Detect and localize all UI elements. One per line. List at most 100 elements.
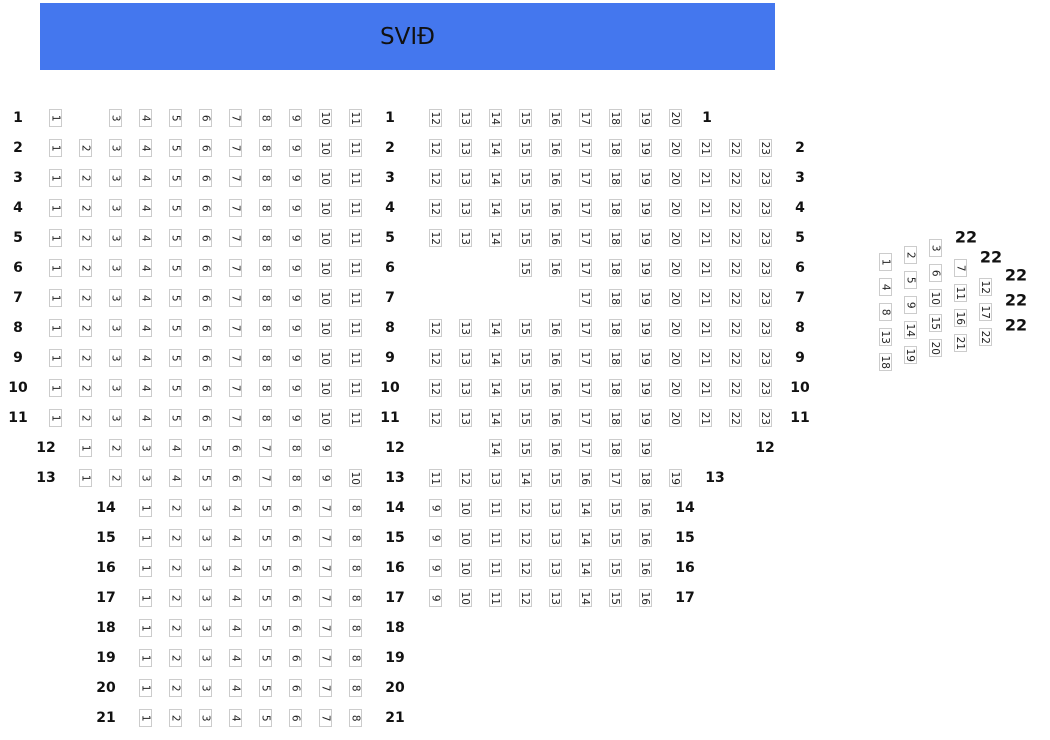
- seat[interactable]: 14: [578, 589, 592, 607]
- seat[interactable]: 7: [258, 439, 272, 457]
- seat[interactable]: 19: [903, 346, 917, 364]
- seat[interactable]: 7: [318, 709, 332, 727]
- seat[interactable]: 10: [318, 379, 332, 397]
- seat[interactable]: 12: [978, 278, 992, 296]
- seat[interactable]: 16: [548, 319, 562, 337]
- seat[interactable]: 15: [608, 499, 622, 517]
- seat[interactable]: 2: [78, 199, 92, 217]
- seat[interactable]: 17: [578, 409, 592, 427]
- seat[interactable]: 8: [348, 679, 362, 697]
- seat[interactable]: 2: [168, 589, 182, 607]
- seat[interactable]: 18: [608, 259, 622, 277]
- seat[interactable]: 13: [488, 469, 502, 487]
- seat[interactable]: 10: [318, 169, 332, 187]
- seat[interactable]: 4: [228, 589, 242, 607]
- seat[interactable]: 20: [668, 229, 682, 247]
- seat[interactable]: 15: [608, 589, 622, 607]
- seat[interactable]: 5: [168, 109, 182, 127]
- seat[interactable]: 14: [488, 169, 502, 187]
- seat[interactable]: 18: [608, 349, 622, 367]
- seat[interactable]: 11: [953, 284, 967, 302]
- seat[interactable]: 22: [728, 409, 742, 427]
- seat[interactable]: 3: [198, 679, 212, 697]
- seat[interactable]: 9: [288, 379, 302, 397]
- seat[interactable]: 14: [903, 321, 917, 339]
- seat[interactable]: 13: [878, 328, 892, 346]
- seat[interactable]: 11: [348, 229, 362, 247]
- seat[interactable]: 17: [578, 319, 592, 337]
- seat[interactable]: 22: [728, 259, 742, 277]
- seat[interactable]: 4: [138, 349, 152, 367]
- seat[interactable]: 18: [608, 379, 622, 397]
- seat[interactable]: 5: [168, 319, 182, 337]
- seat[interactable]: 6: [198, 379, 212, 397]
- seat[interactable]: 2: [78, 379, 92, 397]
- seat[interactable]: 9: [288, 349, 302, 367]
- seat[interactable]: 17: [578, 289, 592, 307]
- seat[interactable]: 5: [168, 349, 182, 367]
- seat[interactable]: 6: [288, 559, 302, 577]
- seat[interactable]: 14: [488, 379, 502, 397]
- seat[interactable]: 3: [138, 469, 152, 487]
- seat[interactable]: 18: [608, 319, 622, 337]
- seat[interactable]: 21: [698, 169, 712, 187]
- seat[interactable]: 19: [638, 319, 652, 337]
- seat[interactable]: 16: [638, 559, 652, 577]
- seat[interactable]: 4: [138, 199, 152, 217]
- seat[interactable]: 11: [348, 169, 362, 187]
- seat[interactable]: 14: [488, 349, 502, 367]
- seat[interactable]: 22: [728, 379, 742, 397]
- seat[interactable]: 23: [758, 319, 772, 337]
- seat[interactable]: 10: [318, 139, 332, 157]
- seat[interactable]: 5: [168, 259, 182, 277]
- seat[interactable]: 3: [198, 709, 212, 727]
- seat[interactable]: 1: [78, 469, 92, 487]
- seat[interactable]: 1: [48, 319, 62, 337]
- seat[interactable]: 1: [48, 139, 62, 157]
- seat[interactable]: 2: [78, 169, 92, 187]
- seat[interactable]: 9: [428, 499, 442, 517]
- seat[interactable]: 10: [318, 109, 332, 127]
- seat[interactable]: 9: [288, 139, 302, 157]
- seat[interactable]: 7: [228, 259, 242, 277]
- seat[interactable]: 1: [48, 169, 62, 187]
- seat[interactable]: 7: [318, 529, 332, 547]
- seat[interactable]: 1: [78, 439, 92, 457]
- seat[interactable]: 6: [288, 709, 302, 727]
- seat[interactable]: 1: [48, 379, 62, 397]
- seat[interactable]: 8: [288, 439, 302, 457]
- seat[interactable]: 8: [258, 289, 272, 307]
- seat[interactable]: 6: [228, 469, 242, 487]
- seat[interactable]: 11: [348, 409, 362, 427]
- seat[interactable]: 17: [578, 229, 592, 247]
- seat[interactable]: 13: [458, 349, 472, 367]
- seat[interactable]: 12: [518, 499, 532, 517]
- seat[interactable]: 11: [428, 469, 442, 487]
- seat[interactable]: 1: [138, 589, 152, 607]
- seat[interactable]: 3: [198, 559, 212, 577]
- seat[interactable]: 21: [698, 289, 712, 307]
- seat[interactable]: 14: [488, 109, 502, 127]
- seat[interactable]: 8: [348, 559, 362, 577]
- seat[interactable]: 1: [138, 559, 152, 577]
- seat[interactable]: 10: [458, 589, 472, 607]
- seat[interactable]: 8: [258, 379, 272, 397]
- seat[interactable]: 21: [698, 139, 712, 157]
- seat[interactable]: 6: [198, 229, 212, 247]
- seat[interactable]: 16: [548, 439, 562, 457]
- seat[interactable]: 1: [138, 529, 152, 547]
- seat[interactable]: 3: [108, 109, 122, 127]
- seat[interactable]: 10: [458, 559, 472, 577]
- seat[interactable]: 6: [288, 649, 302, 667]
- seat[interactable]: 3: [108, 289, 122, 307]
- seat[interactable]: 15: [518, 139, 532, 157]
- seat[interactable]: 14: [578, 529, 592, 547]
- seat[interactable]: 2: [903, 246, 917, 264]
- seat[interactable]: 4: [138, 289, 152, 307]
- seat[interactable]: 8: [288, 469, 302, 487]
- seat[interactable]: 11: [348, 349, 362, 367]
- seat[interactable]: 20: [668, 349, 682, 367]
- seat[interactable]: 18: [638, 469, 652, 487]
- seat[interactable]: 20: [668, 379, 682, 397]
- seat[interactable]: 16: [548, 139, 562, 157]
